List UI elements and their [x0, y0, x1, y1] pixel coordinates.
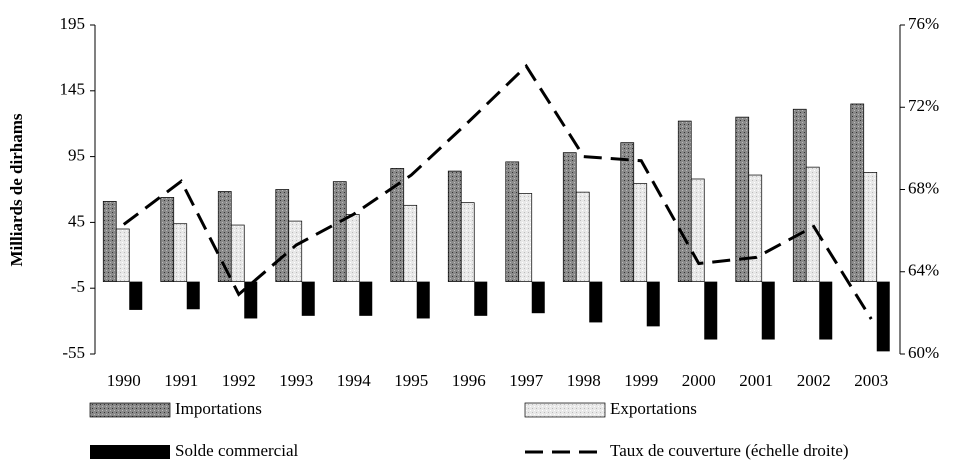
legend-swatch [524, 402, 606, 418]
x-tick-label: 2003 [854, 371, 888, 390]
bar [589, 281, 603, 323]
x-tick-label: 2000 [682, 371, 716, 390]
bar [850, 103, 865, 282]
bar [505, 161, 520, 282]
bar [102, 200, 117, 282]
y2-tick-label: 64% [908, 261, 939, 280]
y-tick-label: 145 [60, 80, 86, 99]
legend-swatch [89, 402, 171, 418]
bar [531, 281, 545, 314]
x-tick-label: 1991 [164, 371, 198, 390]
bar [819, 281, 833, 340]
bar [186, 281, 200, 310]
bar [876, 281, 890, 352]
x-tick-label: 1994 [337, 371, 372, 390]
x-tick-label: 1993 [279, 371, 313, 390]
x-tick-label: 1992 [222, 371, 256, 390]
bar [447, 170, 462, 282]
y-tick-label: -5 [71, 277, 85, 296]
bar [275, 189, 290, 282]
y2-tick-label: 76% [908, 14, 939, 33]
x-tick-label: 1997 [509, 371, 544, 390]
y-tick-label: -55 [62, 343, 85, 362]
bar [244, 281, 258, 319]
bar [288, 220, 303, 282]
bar [173, 223, 188, 282]
bar [633, 183, 648, 282]
bar [646, 281, 660, 327]
x-tick-label: 1996 [452, 371, 486, 390]
x-tick-label: 1999 [624, 371, 658, 390]
bar [460, 202, 475, 282]
legend-label: Taux de couverture (échelle droite) [610, 441, 849, 460]
bar [416, 281, 430, 319]
bar [403, 204, 418, 282]
y2-tick-label: 60% [908, 343, 939, 362]
legend-label: Importations [175, 399, 262, 418]
bar [677, 120, 692, 282]
x-tick-label: 1998 [567, 371, 601, 390]
bar [761, 281, 775, 340]
bar [129, 281, 143, 310]
bar [805, 166, 820, 282]
bar [575, 191, 590, 282]
x-tick-label: 2001 [739, 371, 773, 390]
bar [230, 224, 245, 282]
bar [474, 281, 488, 316]
bar [359, 281, 373, 316]
legend-label: Solde commercial [175, 441, 298, 460]
bar [792, 108, 807, 282]
y2-tick-label: 68% [908, 178, 939, 197]
bar [690, 178, 705, 282]
legend-swatch [90, 445, 170, 459]
bar [345, 214, 360, 282]
bar [562, 152, 577, 282]
x-tick-label: 1995 [394, 371, 428, 390]
y-axis-label: Milliards de dirhams [7, 113, 26, 266]
x-tick-label: 1990 [107, 371, 141, 390]
bar [620, 142, 635, 282]
bar [704, 281, 718, 340]
bar [115, 228, 130, 282]
bar [332, 181, 347, 282]
bar [160, 197, 175, 282]
y2-tick-label: 72% [908, 96, 939, 115]
bar [301, 281, 315, 316]
y-tick-label: 95 [68, 146, 85, 165]
bar [748, 174, 763, 282]
line [122, 63, 873, 320]
x-tick-label: 2002 [797, 371, 831, 390]
bar [518, 193, 533, 282]
y-tick-label: 45 [68, 211, 85, 230]
legend-label: Exportations [610, 399, 697, 418]
y-tick-label: 195 [60, 14, 86, 33]
bar [863, 172, 878, 282]
